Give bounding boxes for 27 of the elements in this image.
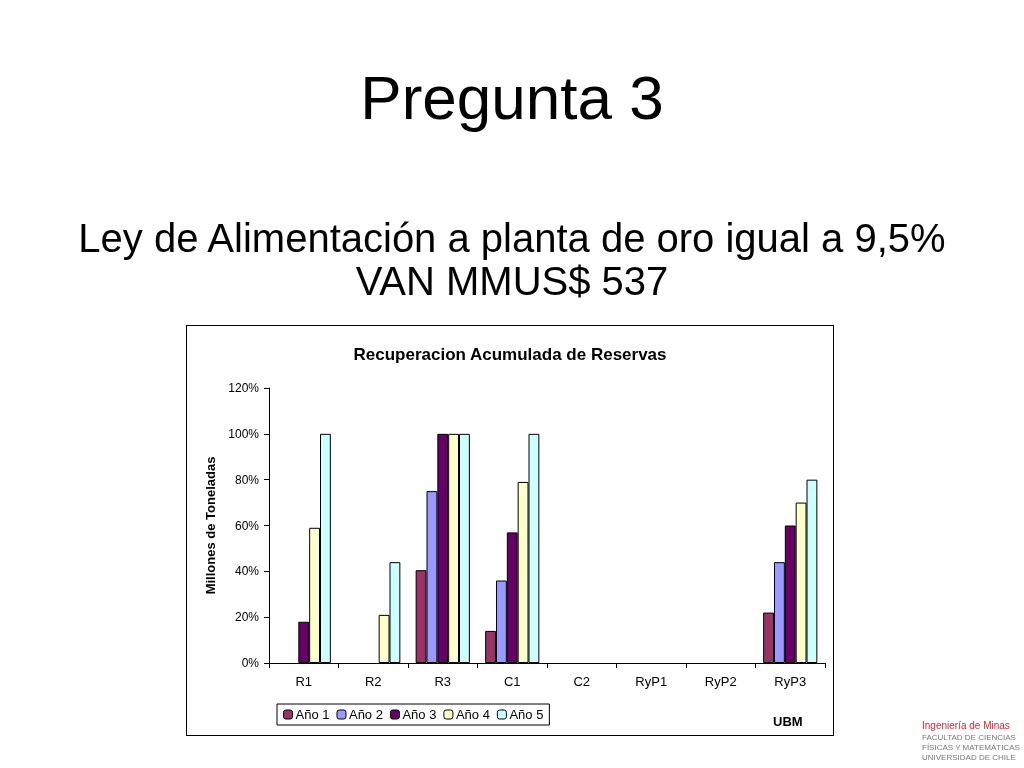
y-tick-label: 40% — [234, 564, 260, 579]
x-tick-label: C2 — [573, 674, 591, 689]
text: FACULTAD DE CIENCIAS FÍSICAS Y MATEMÁTICAS UNIVERSIDAD DE CHILE — [922, 733, 1020, 763]
y-tick-label: 100% — [228, 426, 260, 441]
y-tick-label: 20% — [234, 610, 260, 625]
y-tick-label: 120% — [228, 381, 260, 395]
legend-label: Año 1 — [295, 707, 330, 722]
y-axis-title: Millones de Toneladas — [203, 456, 218, 595]
legend-label: Año 3 — [402, 707, 437, 722]
x-tick-label: RyP3 — [774, 674, 807, 689]
text: Recuperacion Acumulada de Reservas — [353, 345, 667, 364]
x-tick-label: R2 — [364, 674, 382, 689]
x-tick-label: R1 — [295, 674, 313, 689]
y-tick-label: 80% — [234, 472, 260, 487]
legend-label: Año 2 — [348, 707, 383, 722]
x-tick-label: C1 — [503, 674, 521, 689]
chart-subtitle: Ley de Alimentación a planta de oro igual a 9,5% VAN MMUS$ 537 — [77, 216, 947, 303]
legend-label: Año 5 — [509, 707, 544, 722]
legend-label: Año 4 — [455, 707, 490, 722]
y-tick-label: 0% — [241, 656, 260, 670]
x-tick-label: RyP2 — [704, 674, 737, 689]
x-tick-label: R3 — [434, 674, 452, 689]
text: UBM — [773, 714, 803, 729]
text: Ingeniería de Minas — [922, 720, 1010, 732]
chart-title: Pregunta 3 — [359, 62, 665, 134]
y-tick-label: 60% — [234, 518, 260, 533]
x-tick-label: RyP1 — [635, 674, 668, 689]
